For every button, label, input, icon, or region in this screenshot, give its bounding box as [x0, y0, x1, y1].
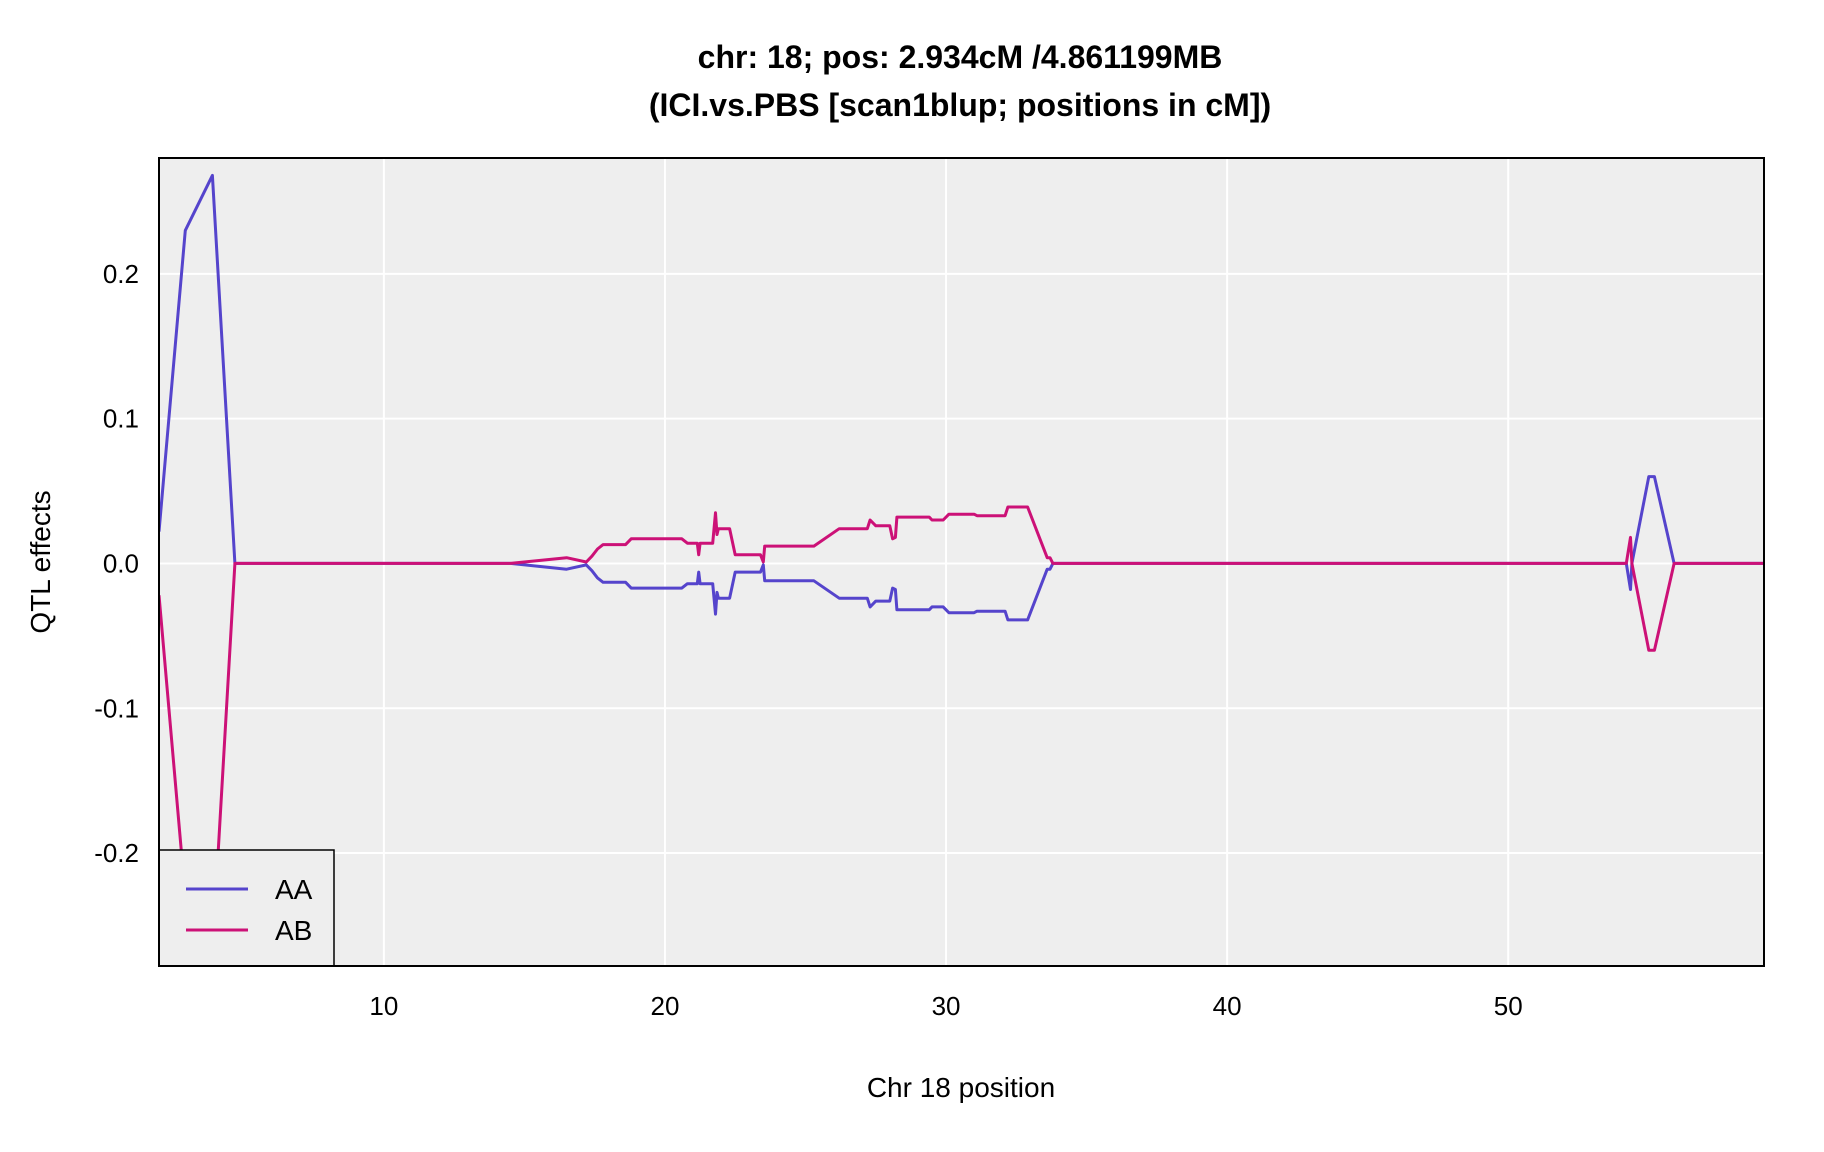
y-tick-label: -0.1: [94, 693, 139, 723]
series-line-ab: [159, 505, 1764, 953]
chart-title-line2: (ICI.vs.PBS [scan1blup; positions in cM]…: [649, 87, 1271, 123]
series-line-aa: [159, 173, 1764, 622]
x-tick-label: 20: [650, 991, 679, 1021]
x-tick-label: 30: [932, 991, 961, 1021]
legend-box: [158, 849, 335, 967]
plot-frame: [158, 157, 1765, 967]
legend: AA AB: [158, 849, 335, 967]
y-axis-label: QTL effects: [25, 490, 56, 633]
x-axis-label: Chr 18 position: [867, 1072, 1055, 1103]
legend-label-aa: AA: [275, 874, 313, 905]
x-tick-label: 40: [1213, 991, 1242, 1021]
y-tick-label: 0.0: [103, 548, 139, 578]
chart-title-line1: chr: 18; pos: 2.934cM /4.861199MB: [698, 39, 1223, 75]
x-axis-ticks: 10 20 30 40 50: [369, 991, 1522, 1021]
y-axis-ticks: 0.2 0.1 0.0 -0.1 -0.2: [94, 259, 139, 868]
x-tick-label: 10: [369, 991, 398, 1021]
y-tick-label: 0.2: [103, 259, 139, 289]
y-tick-label: 0.1: [103, 404, 139, 434]
legend-label-ab: AB: [275, 915, 312, 946]
x-tick-label: 50: [1494, 991, 1523, 1021]
series-layer: [159, 173, 1764, 953]
y-tick-label: -0.2: [94, 838, 139, 868]
